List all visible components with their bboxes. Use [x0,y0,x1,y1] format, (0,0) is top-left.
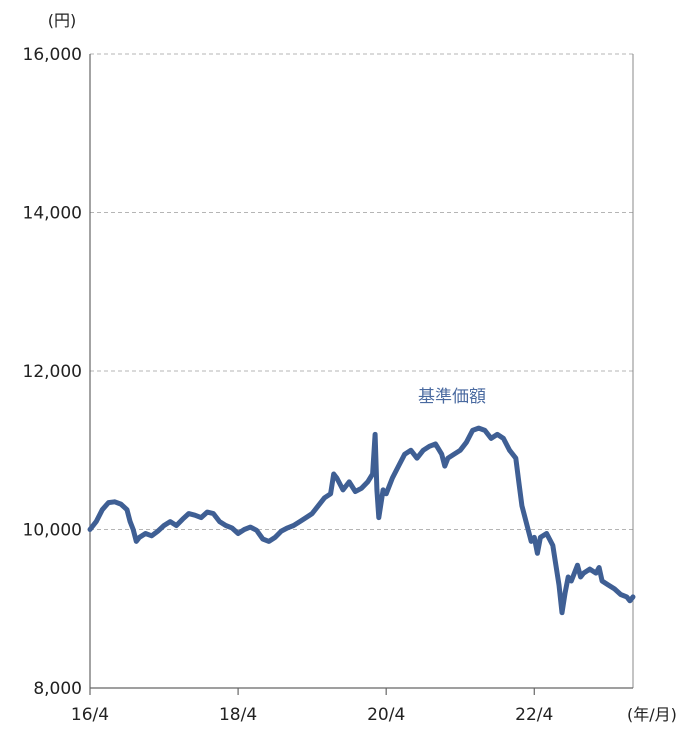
x-tick-label: 18/4 [219,705,257,725]
x-tick-label: 16/4 [71,705,109,725]
y-tick-label: 8,000 [33,679,82,699]
y-unit-label: (円) [48,11,77,30]
axis-layer [89,54,634,695]
series-layer [87,425,636,616]
y-tick-label: 10,000 [23,521,82,541]
y-tick-label: 12,000 [23,362,82,382]
y-tick-label: 14,000 [23,204,82,224]
series-label: 基準価額 [418,387,486,407]
label-layer: 8,000 10,000 12,000 14,000 16,000 16/4 18/4 20/… [23,11,677,725]
x-unit-label: (年/月) [627,705,677,724]
x-tick-label: 20/4 [367,705,405,725]
x-tick-label: 22/4 [515,705,553,725]
y-tick-label: 16,000 [23,45,82,65]
series-line [87,425,636,616]
grid-layer [90,53,633,530]
